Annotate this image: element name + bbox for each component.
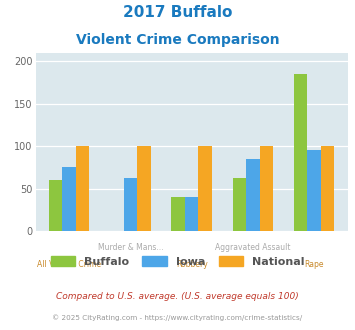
- Text: Violent Crime Comparison: Violent Crime Comparison: [76, 33, 279, 47]
- Bar: [260, 146, 273, 231]
- Bar: [294, 74, 307, 231]
- Legend: Buffalo, Iowa, National: Buffalo, Iowa, National: [51, 255, 304, 267]
- Bar: [246, 159, 260, 231]
- Bar: [62, 167, 76, 231]
- Text: Rape: Rape: [305, 259, 324, 269]
- Text: Aggravated Assault: Aggravated Assault: [215, 244, 291, 252]
- Bar: [185, 197, 198, 231]
- Bar: [49, 180, 62, 231]
- Text: Murder & Mans...: Murder & Mans...: [98, 244, 163, 252]
- Bar: [76, 146, 89, 231]
- Text: Compared to U.S. average. (U.S. average equals 100): Compared to U.S. average. (U.S. average …: [56, 292, 299, 301]
- Bar: [307, 149, 321, 231]
- Text: All Violent Crime: All Violent Crime: [37, 259, 101, 269]
- Bar: [198, 146, 212, 231]
- Bar: [233, 178, 246, 231]
- Bar: [171, 197, 185, 231]
- Bar: [124, 178, 137, 231]
- Bar: [137, 146, 151, 231]
- Text: Robbery: Robbery: [176, 259, 208, 269]
- Text: 2017 Buffalo: 2017 Buffalo: [123, 5, 232, 20]
- Text: © 2025 CityRating.com - https://www.cityrating.com/crime-statistics/: © 2025 CityRating.com - https://www.city…: [53, 314, 302, 321]
- Bar: [321, 146, 334, 231]
